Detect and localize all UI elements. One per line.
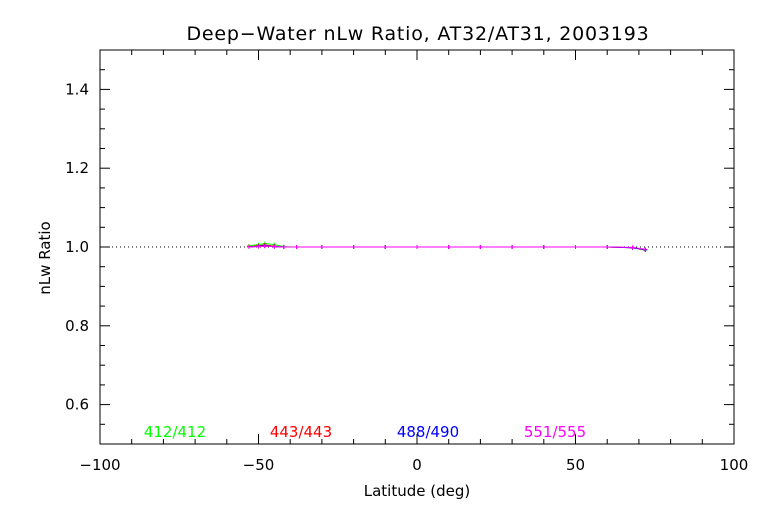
- data-point: [510, 245, 515, 249]
- y-tick-label: 1.2: [65, 159, 89, 177]
- legend-label: 488/490: [397, 423, 459, 441]
- data-point: [272, 244, 277, 249]
- data-point: [319, 245, 324, 249]
- data-point: [383, 245, 388, 249]
- y-tick-label: 1.4: [65, 80, 89, 98]
- data-point: [541, 245, 546, 249]
- axis-ticks: [99, 49, 735, 445]
- data-point: [294, 245, 299, 249]
- data-point: [573, 245, 578, 249]
- data-point: [262, 244, 267, 249]
- data-point: [605, 245, 610, 249]
- legend-label: 443/443: [270, 423, 332, 441]
- data-point: [246, 245, 251, 249]
- y-tick-label: 0.8: [65, 317, 89, 335]
- data-point: [630, 245, 635, 250]
- y-tick-label: 1.0: [65, 238, 89, 256]
- x-tick-label: 50: [566, 456, 585, 474]
- x-tick-label: −100: [79, 456, 120, 474]
- legend-label: 551/555: [524, 423, 586, 441]
- legend: 412/412 443/443 488/490 551/555: [144, 423, 586, 441]
- series-488/490: [246, 243, 648, 252]
- data-point: [415, 245, 419, 249]
- data-point: [643, 247, 648, 252]
- y-axis-label: nLw Ratio: [36, 221, 54, 294]
- series-layer: [246, 241, 648, 253]
- chart-title: Deep−Water nLw Ratio, AT32/AT31, 2003193: [187, 23, 650, 45]
- y-tick-label: 0.6: [65, 396, 89, 414]
- x-axis-label: Latitude (deg): [364, 482, 470, 500]
- x-tick-label: 0: [412, 456, 422, 474]
- data-point: [281, 245, 286, 249]
- series-line: [248, 245, 646, 251]
- data-point: [351, 245, 356, 249]
- series-551/555: [246, 244, 648, 252]
- legend-label: 412/412: [144, 423, 206, 441]
- data-point: [256, 244, 261, 249]
- x-tick-label: 100: [720, 456, 749, 474]
- data-point: [446, 245, 451, 249]
- axis-tick-labels: −100 −50 0 50 100 0.6 0.8 1.0 1.2 1.4: [65, 80, 748, 474]
- x-tick-label: −50: [243, 456, 275, 474]
- data-point: [478, 245, 483, 249]
